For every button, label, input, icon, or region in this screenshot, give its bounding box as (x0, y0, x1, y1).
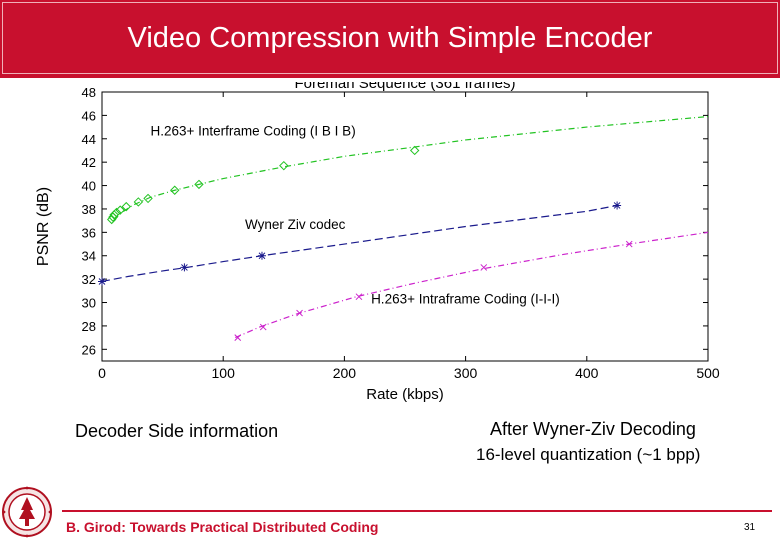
data-point (279, 160, 289, 171)
psnr-rate-chart: Foreman Sequence (361 frames) 0 100 200 300 4… (35, 75, 720, 403)
data-point (143, 193, 153, 204)
data-point (111, 207, 122, 218)
data-point (296, 309, 303, 317)
series-line-0 (113, 115, 709, 222)
y-tick-label: 34 (82, 249, 96, 264)
y-tick-label: 46 (82, 108, 96, 123)
x-tick-label: 300 (454, 365, 478, 381)
x-tick-label: 200 (333, 365, 357, 381)
chart-title: Foreman Sequence (361 frames) (295, 82, 516, 92)
series-annotation: Wyner Ziv codec (245, 217, 346, 232)
y-tick-label: 48 (82, 85, 96, 100)
caption-after-wyner-ziv: After Wyner-Ziv Decoding (490, 419, 696, 439)
data-point (170, 185, 180, 195)
x-tick-label: 500 (696, 365, 720, 381)
y-tick-label: 36 (82, 225, 96, 240)
data-point (98, 277, 106, 286)
y-axis-label: PSNR (dB) (35, 187, 52, 266)
data-point (355, 293, 363, 301)
series-line-1 (101, 204, 618, 283)
data-point (625, 240, 633, 248)
slide-title: Video Compression with Simple Encoder (127, 22, 653, 54)
data-point (613, 201, 622, 210)
caption-quantization: 16-level quantization (~1 bpp) (476, 445, 701, 464)
y-tick-label: 38 (82, 202, 96, 217)
series-line-2 (235, 231, 709, 339)
y-tick-label: 26 (82, 342, 96, 357)
data-point (234, 334, 242, 341)
footer-citation: B. Girod: Towards Practical Distributed … (66, 519, 379, 535)
chart-container: Foreman Sequence (361 frames) 0 100 200 300 4… (20, 75, 740, 403)
data-point (121, 201, 131, 212)
y-tick-label: 44 (82, 132, 96, 147)
data-point (409, 145, 420, 156)
caption-decoder-side-information: Decoder Side information (75, 421, 279, 441)
y-tick-label: 42 (82, 155, 96, 170)
x-tick-label: 400 (575, 365, 599, 381)
y-tick-label: 40 (82, 179, 96, 194)
y-tick-label: 32 (82, 272, 96, 287)
x-tick-label: 100 (212, 365, 236, 381)
series-annotation: H.263+ Interframe Coding (I B I B) (150, 123, 355, 138)
data-point (109, 210, 119, 220)
page-number: 31 (744, 522, 756, 533)
data-point (115, 205, 125, 215)
data-point (257, 251, 266, 260)
y-tick-label: 30 (82, 296, 96, 311)
title-bar (0, 0, 780, 78)
stanford-seal-icon (2, 486, 52, 538)
data-point (259, 323, 267, 331)
data-point (180, 263, 189, 272)
x-axis-label: Rate (kbps) (366, 386, 444, 402)
series-annotation: H.263+ Intraframe Coding (I-I-I) (371, 292, 560, 307)
plot-frame (101, 91, 709, 362)
data-point (480, 264, 488, 271)
data-point (194, 179, 204, 190)
y-tick-label: 28 (82, 319, 96, 334)
title-bar-border (2, 2, 778, 74)
x-tick-label: 0 (98, 365, 106, 381)
data-point (133, 197, 144, 207)
footer-divider (62, 510, 772, 512)
